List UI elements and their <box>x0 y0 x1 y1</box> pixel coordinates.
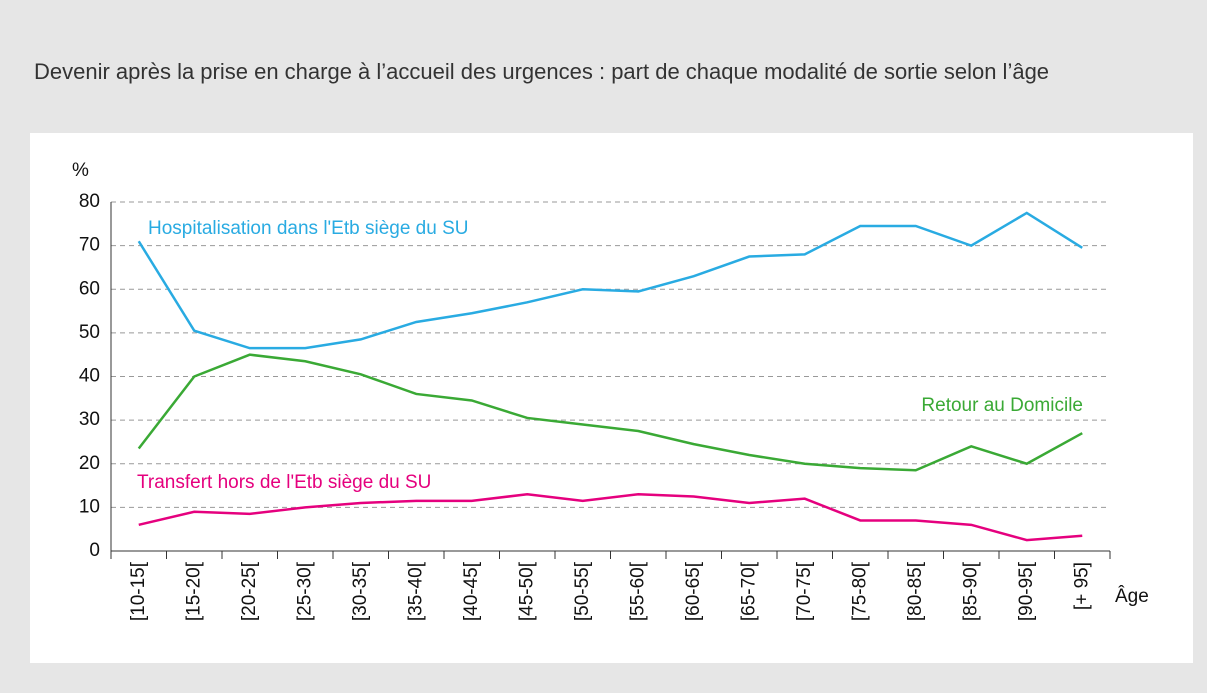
x-tick-label: [50-55[ <box>572 561 593 621</box>
series-line <box>137 211 1083 350</box>
x-tick-label: [60-65[ <box>683 561 704 621</box>
chart-title: Devenir après la prise en charge à l’acc… <box>34 59 1050 84</box>
y-tick-label: 50 <box>79 322 100 343</box>
x-tick-label: [90-95[ <box>1016 561 1037 621</box>
x-tick-label: [75-80[ <box>849 561 870 621</box>
chart-panel <box>30 133 1193 663</box>
x-tick-label: [70-75[ <box>794 561 815 621</box>
x-tick-label: [65-70[ <box>738 561 759 621</box>
x-tick-label: [40-45[ <box>461 561 482 621</box>
series-label: Transfert hors de l'Etb siège du SU <box>137 472 431 493</box>
x-tick-label: [55-60[ <box>627 561 648 621</box>
x-tick-label: [85-90[ <box>960 561 981 621</box>
x-tick-label: [35-40[ <box>405 561 426 621</box>
y-tick-label: 0 <box>89 540 100 561</box>
y-tick-label: 40 <box>79 366 100 387</box>
x-tick-label: [25-30[ <box>294 561 315 621</box>
y-tick-label: 60 <box>79 278 100 299</box>
y-axis-label: % <box>72 160 89 181</box>
series-label: Retour au Domicile <box>921 395 1083 416</box>
x-tick-label: [30-35[ <box>350 561 371 621</box>
x-tick-label: [20-25[ <box>239 561 260 621</box>
y-tick-label: 30 <box>79 409 100 430</box>
x-axis-label: Âge <box>1115 585 1149 607</box>
x-tick-label: [15-20[ <box>183 561 204 621</box>
x-tick-label: [+ 95] <box>1071 562 1092 610</box>
y-tick-label: 70 <box>79 235 100 256</box>
x-tick-label: [45-50[ <box>516 561 537 621</box>
series-line <box>137 353 1083 472</box>
series-label: Hospitalisation dans l'Etb siège du SU <box>148 218 468 239</box>
x-tick-label: [80-85[ <box>905 561 926 621</box>
y-tick-label: 80 <box>79 191 100 212</box>
x-tick-label: [10-15[ <box>128 561 149 621</box>
y-tick-label: 10 <box>79 496 100 517</box>
y-tick-label: 20 <box>79 453 100 474</box>
series-line <box>138 493 1083 542</box>
